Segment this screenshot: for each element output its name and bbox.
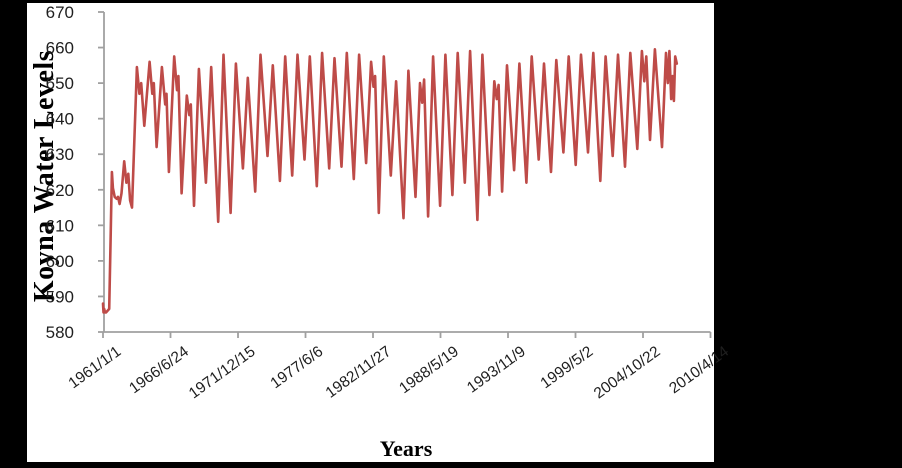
y-tick-label: 600 <box>46 252 74 271</box>
y-tick-label: 580 <box>46 323 74 342</box>
chart-panel: Koyna Water Levels 580 590 600 610 620 630 640… <box>27 3 731 462</box>
x-axis-title: Years <box>379 436 433 461</box>
y-tick-label: 610 <box>46 216 74 235</box>
y-tick-label: 620 <box>46 181 74 200</box>
y-tick-label: 660 <box>46 39 74 58</box>
y-tick-label: 670 <box>46 3 74 22</box>
y-tick-label: 630 <box>46 145 74 164</box>
water-level-series-line <box>101 48 679 314</box>
y-tick-label: 650 <box>46 74 74 93</box>
y-tick-label: 590 <box>46 287 74 306</box>
line-chart-plot: 580 590 600 610 620 630 640 650 660 670 <box>46 3 712 342</box>
y-tick-label: 640 <box>46 110 74 129</box>
